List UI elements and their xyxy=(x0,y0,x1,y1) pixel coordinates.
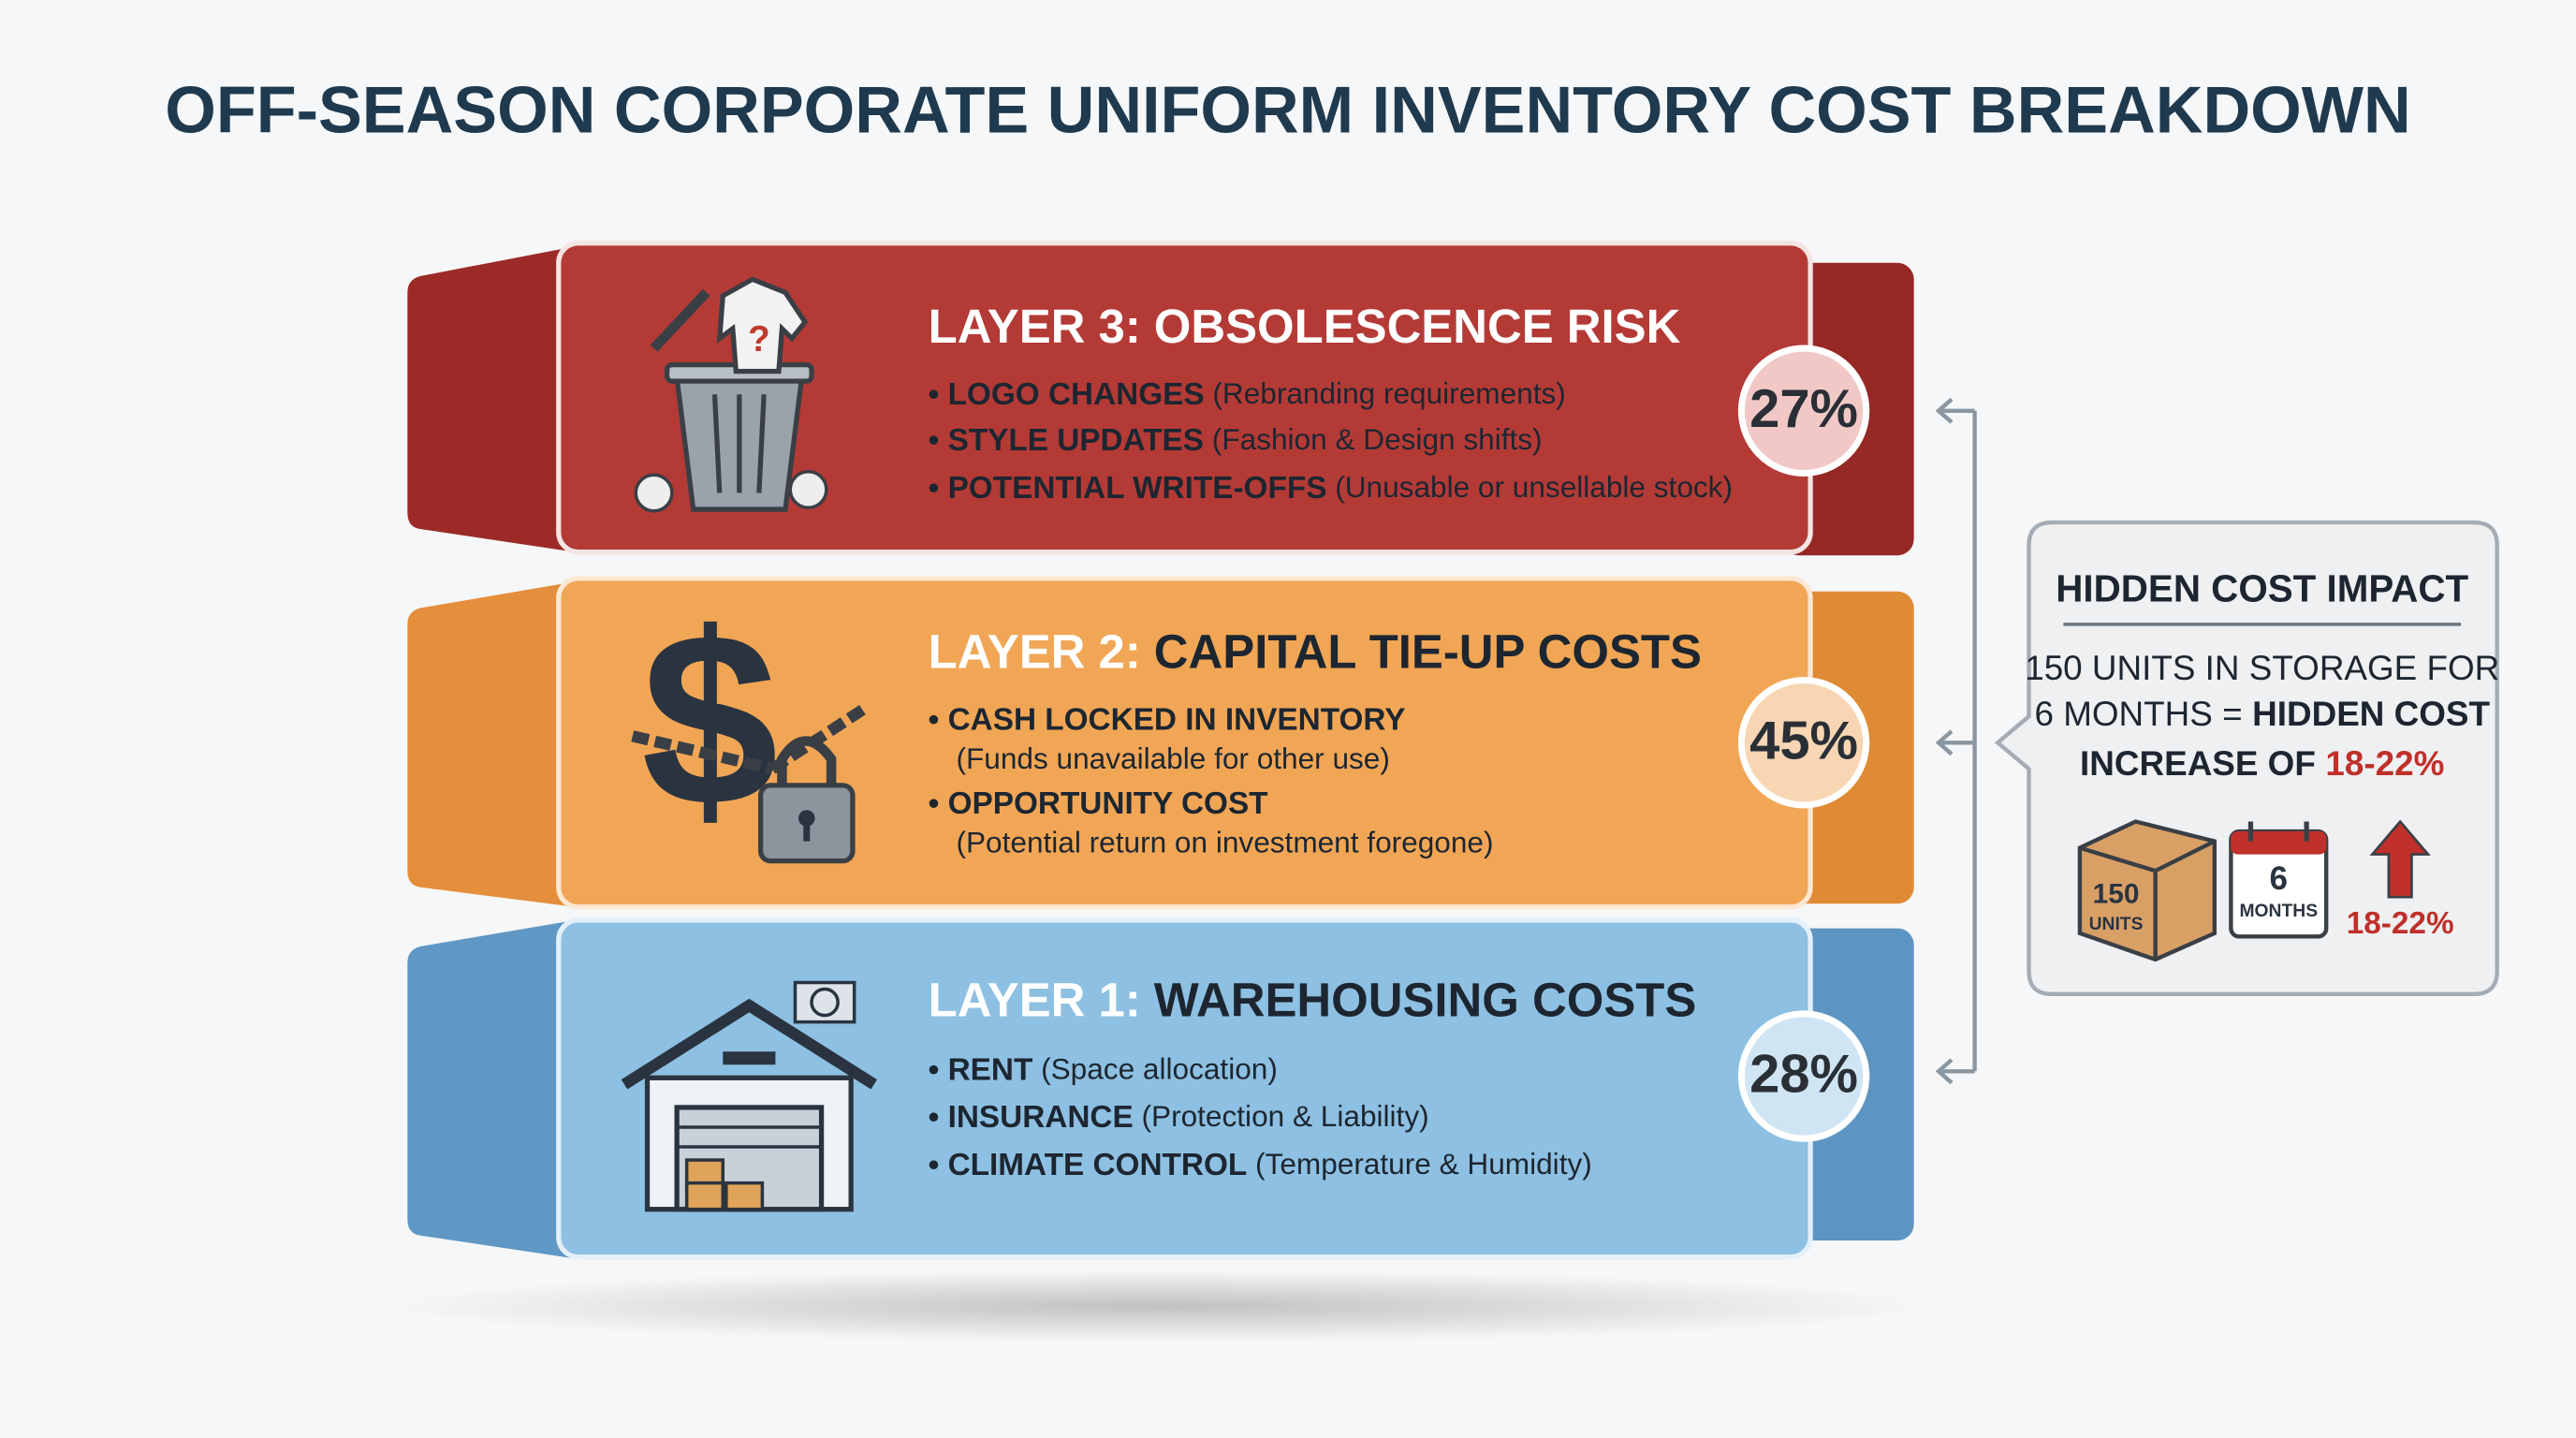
text-part: LOGO CHANGES xyxy=(948,377,1205,412)
layer-percent: 28% xyxy=(1749,1045,1858,1105)
callout: HIDDEN COST IMPACT 150 UNITS IN STORAGE … xyxy=(1994,520,2499,996)
text-part: HIDDEN COST xyxy=(2252,695,2490,733)
text-part: CLIMATE CONTROL xyxy=(948,1148,1248,1182)
layer-heading: LAYER 3: OBSOLESCENCE RISK xyxy=(929,300,1681,353)
bracket xyxy=(1935,397,1977,1085)
svg-text:?: ? xyxy=(748,319,770,360)
bullet: • INSURANCE (Protection & Liability) xyxy=(929,1100,1429,1135)
shadow xyxy=(386,1269,1931,1343)
svg-text:$: $ xyxy=(641,581,778,857)
text-part: (Fashion & Design shifts) xyxy=(1212,422,1543,456)
text-part: POTENTIAL WRITE-OFFS xyxy=(948,471,1327,506)
text-part: (Temperature & Humidity) xyxy=(1255,1147,1592,1181)
text-part: LAYER 1: xyxy=(929,974,1141,1027)
text-part: OPPORTUNITY COST xyxy=(948,786,1268,821)
bullet: • CASH LOCKED IN INVENTORY xyxy=(929,702,1406,737)
text-part: LAYER 3: xyxy=(929,300,1141,353)
box-unit: UNITS xyxy=(2089,915,2144,934)
arrow-label: 18-22% xyxy=(2347,906,2454,941)
text-part: 18-22% xyxy=(2325,744,2444,783)
bullet: • OPPORTUNITY COST xyxy=(929,786,1268,821)
bullet: • STYLE UPDATES (Fashion & Design shifts) xyxy=(929,422,1543,457)
text-part: STYLE UPDATES xyxy=(948,423,1204,458)
callout-title: HIDDEN COST IMPACT xyxy=(2056,566,2468,609)
text-part: INCREASE OF xyxy=(2080,744,2316,783)
text-part: (Protection & Liability) xyxy=(1142,1100,1429,1134)
text-part: OBSOLESCENCE RISK xyxy=(1154,300,1681,353)
layer-percent: 27% xyxy=(1749,379,1858,439)
bullet-detail: (Funds unavailable for other use) xyxy=(956,741,1389,775)
text-part: CAPITAL TIE-UP COSTS xyxy=(1154,625,1702,679)
bullet: • RENT (Space allocation) xyxy=(929,1052,1278,1087)
calendar-number: 6 xyxy=(2270,860,2289,897)
text-part: (Space allocation) xyxy=(1041,1052,1278,1086)
layer-3: 27% LAYER 3: OBSOLESCENCE RISK ? • LOGO C… xyxy=(407,241,1914,556)
text-part: (Unusable or unsellable stock) xyxy=(1335,470,1733,504)
bullet: • POTENTIAL WRITE-OFFS (Unusable or unsel… xyxy=(929,470,1733,505)
callout-line: 150 UNITS IN STORAGE FOR xyxy=(2025,649,2499,687)
text-part: (Rebranding requirements) xyxy=(1212,376,1565,410)
warehouse-icon xyxy=(621,980,878,1212)
bullet: • CLIMATE CONTROL (Temperature & Humidity… xyxy=(929,1147,1592,1181)
text-part: RENT xyxy=(948,1052,1033,1087)
page-title: OFF-SEASON CORPORATE UNIFORM INVENTORY C… xyxy=(165,72,2410,146)
dollar-lock-icon: $ xyxy=(631,581,866,864)
layer-2: 45% LAYER 2: CAPITAL TIE-UP COSTS $ • CAS… xyxy=(407,576,1914,910)
text-part: 150 UNITS IN STORAGE FOR xyxy=(2025,649,2499,687)
layer-heading: LAYER 1: WAREHOUSING COSTS xyxy=(929,974,1697,1027)
text-part: 6 MONTHS = xyxy=(2034,695,2242,733)
layer-1: 28% LAYER 1: WAREHOUSING COSTS • RENT (Spa… xyxy=(407,917,1914,1260)
text-part: INSURANCE xyxy=(948,1100,1134,1135)
callout-line: 6 MONTHS = HIDDEN COST xyxy=(2034,695,2490,733)
box-icon: 150 UNITS xyxy=(2077,819,2217,962)
box-number: 150 xyxy=(2093,878,2140,909)
trash-icon: ? xyxy=(634,276,828,513)
text-part: WAREHOUSING COSTS xyxy=(1154,974,1696,1027)
calendar-icon: 6 MONTHS xyxy=(2229,821,2329,939)
arrow-icon: 18-22% xyxy=(2347,819,2454,941)
bullet: • LOGO CHANGES (Rebranding requirements) xyxy=(929,376,1566,411)
calendar-unit: MONTHS xyxy=(2239,902,2318,921)
bullet-detail: (Potential return on investment foregone… xyxy=(956,825,1493,858)
text-part: LAYER 2: xyxy=(929,625,1141,679)
callout-line: INCREASE OF 18-22% xyxy=(2080,744,2444,783)
layer-heading: LAYER 2: CAPITAL TIE-UP COSTS xyxy=(929,625,1702,679)
layer-percent: 45% xyxy=(1749,711,1858,770)
text-part: CASH LOCKED IN INVENTORY xyxy=(948,702,1406,737)
